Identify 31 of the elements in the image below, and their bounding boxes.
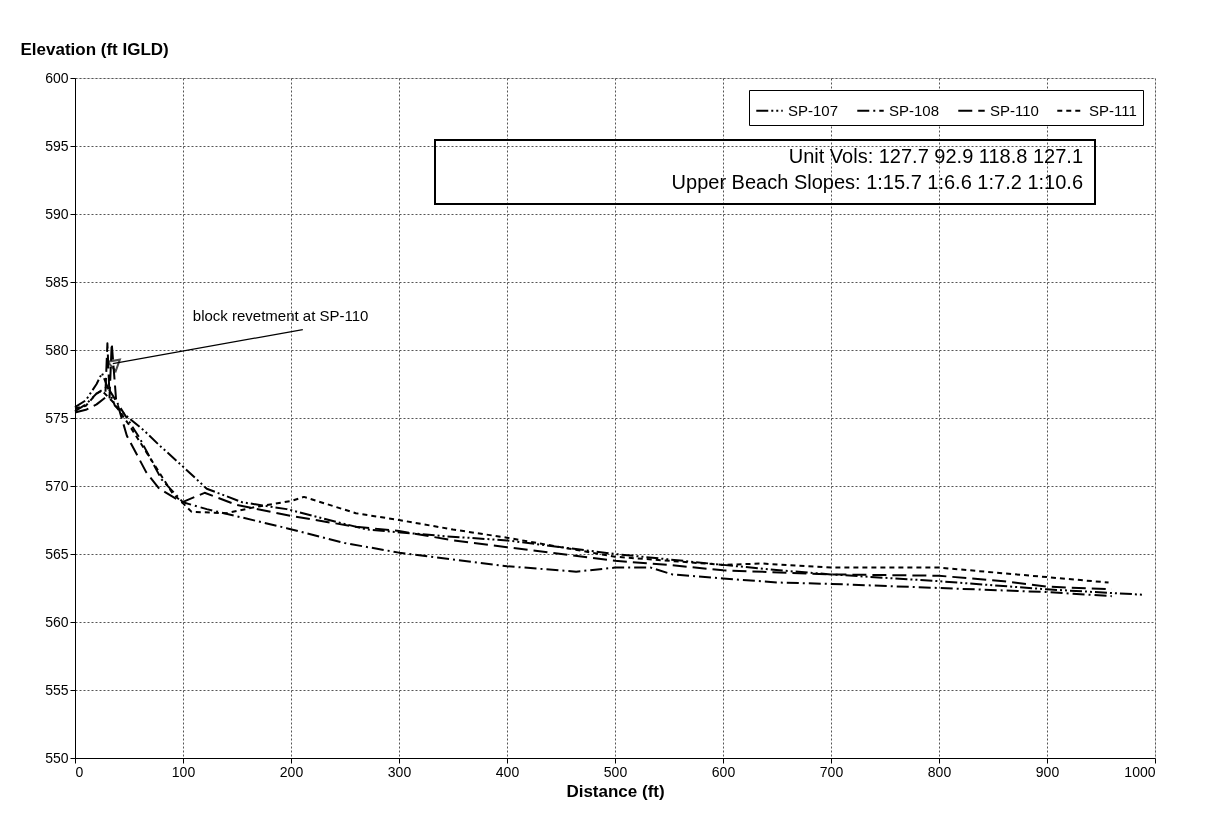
y-tick-label: 590 — [45, 205, 69, 222]
y-tick-label: 565 — [45, 545, 69, 562]
y-tick-label: 560 — [45, 613, 69, 630]
legend-label: SP-108 — [889, 101, 940, 119]
y-tick-label: 550 — [45, 749, 69, 766]
legend-label: SP-111 — [1089, 101, 1137, 119]
x-axis-title: Distance (ft) — [566, 781, 665, 801]
y-tick-label: 575 — [45, 409, 69, 426]
legend-label: SP-110 — [990, 101, 1039, 119]
legend-label: SP-107 — [788, 101, 839, 119]
x-tick-label: 0 — [75, 763, 84, 780]
y-tick-label: 570 — [45, 477, 69, 494]
x-tick-label: 1000 — [1124, 763, 1156, 780]
x-tick-label: 500 — [603, 763, 628, 780]
x-tick-label: 200 — [279, 763, 304, 780]
y-axis-title: Elevation (ft IGLD) — [20, 39, 169, 59]
x-tick-label: 400 — [495, 763, 520, 780]
y-tick-label: 580 — [45, 341, 69, 358]
annotation: block revetment at SP-110 — [192, 306, 369, 324]
y-tick-label: 585 — [45, 273, 69, 290]
x-tick-label: 700 — [819, 763, 844, 780]
annotation: Unit Vols: 127.7 92.9 118.8 127.1 — [788, 145, 1083, 167]
x-tick-label: 300 — [387, 763, 412, 780]
y-tick-label: 600 — [45, 69, 69, 86]
x-tick-label: 800 — [927, 763, 952, 780]
x-tick-label: 600 — [711, 763, 736, 780]
annotation: Upper Beach Slopes: 1:15.7 1:6.6 1:7.2 1:10.6 — [671, 171, 1083, 193]
x-tick-label: 100 — [171, 763, 196, 780]
x-tick-label: 900 — [1035, 763, 1060, 780]
y-tick-label: 555 — [45, 681, 69, 698]
y-tick-label: 595 — [45, 137, 69, 154]
